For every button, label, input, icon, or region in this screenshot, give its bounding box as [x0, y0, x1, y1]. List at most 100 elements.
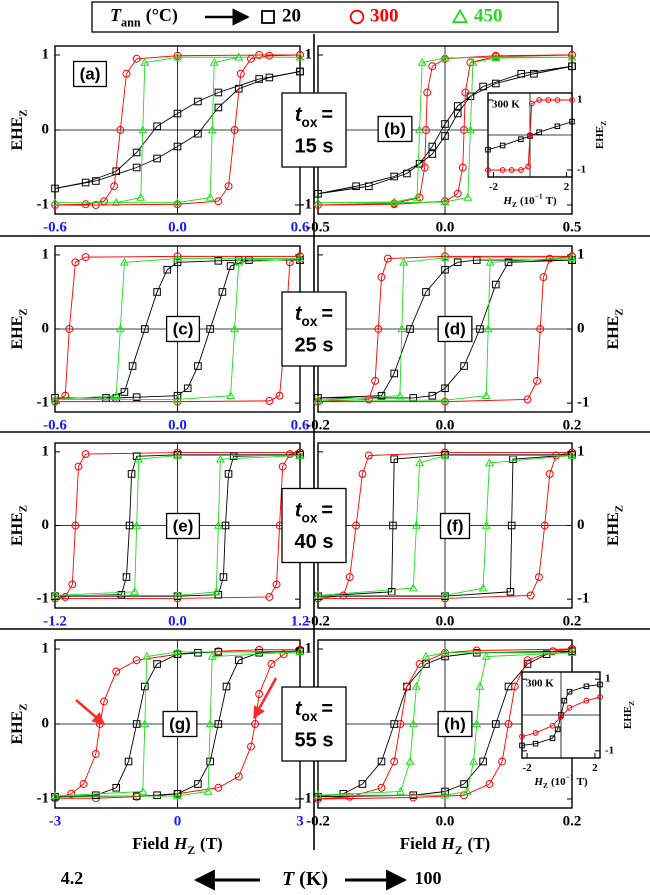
text-part: (T) — [200, 834, 223, 853]
data-point — [441, 132, 449, 140]
tox-symbol: tox = — [295, 303, 333, 328]
loop-line — [317, 65, 573, 195]
data-point — [390, 455, 398, 464]
data-point — [65, 325, 74, 333]
temperature-high: 100 — [415, 868, 442, 888]
loop-line — [317, 54, 573, 206]
y-tick-label: 1 — [42, 246, 50, 262]
y-tick-label: -1 — [577, 395, 590, 411]
data-point — [554, 123, 561, 130]
x-tick-label: 1.2 — [291, 614, 310, 630]
data-point — [236, 69, 245, 78]
data-point — [214, 197, 223, 206]
x-axis-label: Field HZ (T) — [132, 834, 222, 857]
data-point — [221, 521, 230, 530]
data-point — [395, 391, 405, 400]
y-tick-label: -1 — [37, 591, 50, 607]
data-point — [124, 757, 133, 766]
data-point — [203, 786, 213, 795]
text-part: Z — [512, 200, 517, 209]
loop-line — [317, 454, 573, 597]
x-tick-label: 0.2 — [563, 614, 582, 630]
data-point — [533, 376, 542, 385]
text-part: Z — [613, 308, 625, 315]
data-point — [428, 62, 437, 71]
text-part: T) — [546, 195, 557, 207]
x-tick-label: 0.0 — [436, 220, 455, 236]
data-point — [440, 253, 450, 262]
text-part: H — [502, 195, 512, 207]
y-tick-label: -1 — [300, 196, 313, 212]
data-point — [153, 791, 161, 800]
data-point — [527, 132, 533, 138]
data-point — [215, 454, 225, 463]
data-point — [428, 150, 437, 158]
data-point — [365, 182, 373, 191]
data-point — [399, 257, 409, 266]
data-point — [122, 69, 131, 78]
x-tick-label: 2 — [564, 181, 570, 193]
data-point — [492, 280, 500, 289]
text-part: Field — [400, 834, 437, 853]
data-point — [481, 651, 491, 660]
data-point — [463, 192, 473, 201]
data-point — [377, 783, 386, 792]
data-point — [265, 592, 274, 601]
tox-symbol: tox = — [295, 500, 333, 525]
data-point — [296, 67, 304, 76]
data-point — [465, 125, 475, 134]
y-tick-label: -1 — [37, 790, 50, 806]
annotation-arrow — [252, 677, 278, 720]
data-point — [526, 591, 535, 600]
x-tick-label: 0.0 — [168, 614, 187, 630]
data-point — [371, 376, 380, 385]
data-point — [476, 325, 484, 333]
data-point — [125, 521, 134, 530]
loop-line — [317, 455, 573, 596]
loop-line — [54, 71, 301, 189]
data-point — [567, 253, 577, 262]
data-point — [523, 656, 532, 665]
data-point — [420, 163, 429, 172]
text-part: (T) — [468, 834, 491, 853]
data-point — [460, 126, 469, 134]
data-point — [517, 167, 524, 173]
text-part: Field — [132, 834, 169, 853]
tox-box — [281, 92, 347, 168]
y-axis-label: EHEZ — [9, 505, 29, 546]
y-tick-label: 0 — [577, 517, 585, 533]
data-point — [296, 252, 304, 261]
data-point — [358, 469, 367, 478]
data-point — [275, 391, 284, 400]
data-point — [566, 704, 573, 711]
data-point — [383, 254, 392, 263]
data-point — [460, 780, 468, 788]
text-part: (10 — [551, 776, 566, 788]
data-point — [568, 252, 576, 261]
data-point — [545, 469, 554, 478]
data-point — [440, 450, 450, 459]
data-point — [415, 159, 424, 168]
data-point — [417, 57, 427, 66]
text-part: ox — [302, 709, 318, 724]
text-part: EHE — [9, 711, 26, 745]
panel-label: (e) — [173, 516, 194, 535]
data-point — [498, 757, 507, 766]
loop-line — [317, 257, 573, 401]
data-point — [466, 92, 475, 101]
text-part: = — [321, 698, 333, 720]
text-part: EHE — [9, 512, 26, 546]
panel-label-box — [165, 512, 201, 540]
data-point — [100, 197, 108, 206]
data-point — [532, 730, 539, 736]
data-point — [499, 142, 506, 149]
tox-box — [281, 291, 347, 367]
data-point — [441, 397, 449, 406]
data-point — [173, 394, 182, 403]
x-tick-label: -0.6 — [43, 418, 67, 434]
x-tick-label: 0.6 — [291, 220, 310, 236]
y-tick-label: -1 — [37, 395, 50, 411]
data-point — [561, 697, 568, 704]
data-point — [173, 51, 182, 60]
data-point — [173, 450, 182, 459]
